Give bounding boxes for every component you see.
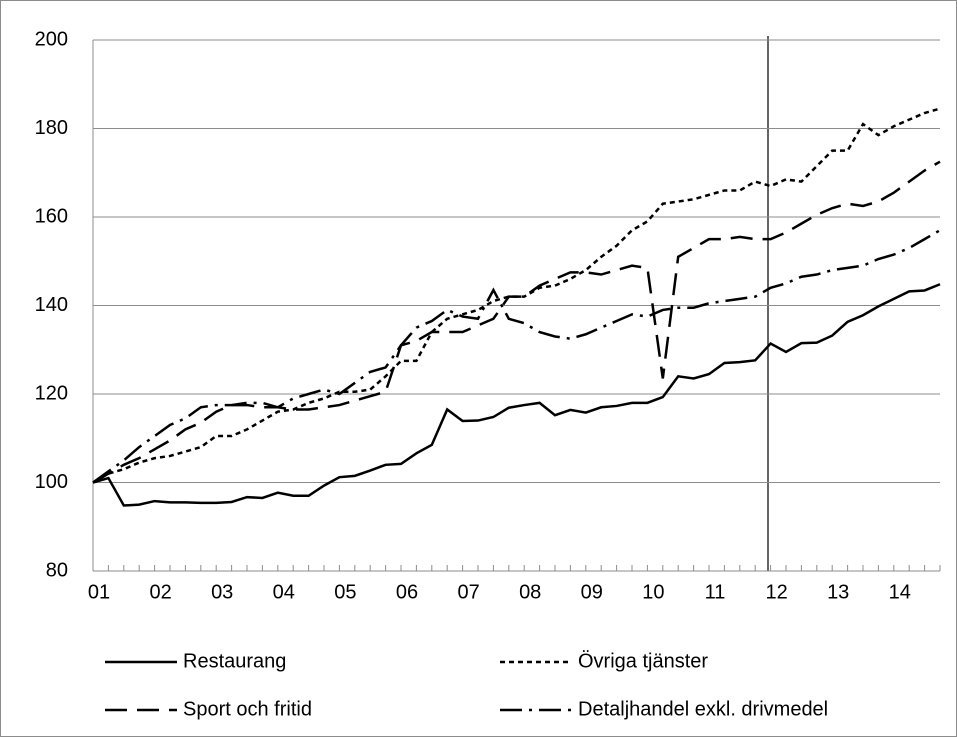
x-tick-label: 04	[273, 581, 295, 603]
y-tick-label: 100	[35, 471, 68, 493]
x-tick-label: 09	[581, 581, 603, 603]
legend-label: Övriga tjänster	[578, 650, 708, 672]
y-tick-label: 120	[35, 382, 68, 404]
x-tick-label: 01	[88, 581, 110, 603]
x-tick-label: 12	[765, 581, 787, 603]
x-tick-label: 11	[705, 581, 726, 603]
x-tick-label: 06	[396, 581, 418, 603]
legend-label: Detaljhandel exkl. drivmedel	[578, 698, 828, 720]
legend-label: Restaurang	[183, 650, 286, 672]
x-tick-label: 02	[149, 581, 171, 603]
x-tick-label: 08	[519, 581, 541, 603]
x-tick-label: 07	[457, 581, 479, 603]
x-tick-label: 13	[827, 581, 849, 603]
y-tick-label: 140	[35, 294, 68, 316]
x-tick-label: 14	[889, 581, 911, 603]
y-tick-label: 200	[35, 28, 68, 50]
x-tick-label: 10	[642, 581, 664, 603]
legend-label: Sport och fritid	[183, 698, 312, 720]
y-tick-label: 80	[46, 559, 68, 581]
y-tick-label: 160	[35, 205, 68, 227]
x-tick-label: 03	[211, 581, 233, 603]
y-tick-label: 180	[35, 117, 68, 139]
x-tick-label: 05	[334, 581, 356, 603]
series-line	[92, 229, 941, 484]
series-line	[92, 283, 941, 507]
